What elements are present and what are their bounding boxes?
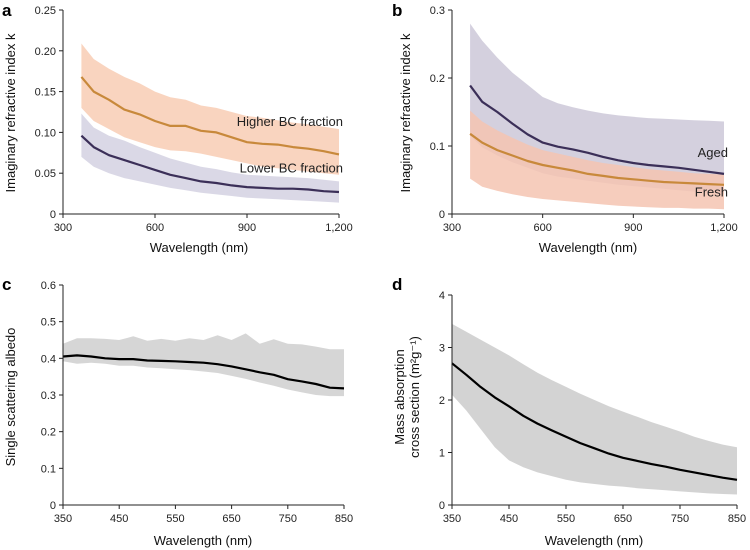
panel-a-x-tick-label: 600: [146, 222, 164, 234]
panel-d-y-tick-label: 3: [439, 343, 445, 355]
panel-c-y-tick-label: 0: [50, 500, 56, 512]
panel-d-plot: 350 450 550 650 750 850 0 1 2 3 4: [439, 290, 746, 525]
panel-c-y-tick-label: 0.5: [41, 317, 56, 329]
panel-b-x-tick-label: 300: [443, 222, 461, 234]
panel-c-y-tick-label: 0.4: [41, 353, 56, 365]
panel-a-y-tick-label: 0.05: [35, 168, 56, 180]
panel-b-y-tick-label: 0.1: [430, 141, 445, 153]
panel-a-x-tick-label: 900: [238, 222, 256, 234]
panel-b-x-axis-label: Wavelength (nm): [539, 240, 638, 255]
panel-a-y-tick-label: 0: [50, 209, 56, 221]
panel-a-series-label: Higher BC fraction: [237, 114, 343, 129]
panel-d-x-tick-label: 650: [614, 513, 632, 525]
panel-a-x-axis-label: Wavelength (nm): [150, 240, 249, 255]
panel-b-series-label: Aged: [698, 145, 728, 160]
panel-a-series-label: Lower BC fraction: [240, 160, 343, 175]
panel-a-y-tick-label: 0.20: [35, 46, 56, 58]
panel-letter-b: b: [392, 1, 402, 20]
panel-d-y-tick-label: 0: [439, 500, 445, 512]
panel-d-x-tick-label: 550: [557, 513, 575, 525]
panel-c-x-tick-label: 550: [166, 513, 184, 525]
panel-a-y-tick-label: 0.10: [35, 127, 56, 139]
panel-b-x-tick-label: 900: [624, 222, 642, 234]
panel-b-y-tick-label: 0.2: [430, 73, 445, 85]
panel-c-plot: 350 450 550 650 750 850 0 0.1 0.2 0.3 0.4 0.5 0.6: [41, 280, 353, 525]
panel-d-x-tick-label: 750: [671, 513, 689, 525]
panel-b-series-1-line: [469, 84, 725, 175]
panel-d-series-1-line: [451, 362, 738, 481]
panel-c-y-tick-label: 0.2: [41, 427, 56, 439]
panel-a-y-tick-label: 0.15: [35, 87, 56, 99]
panel-a-series-2-uncertainty-band: [81, 113, 340, 203]
panel-d-x-tick-label: 850: [728, 513, 746, 525]
panel-d-series-1-uncertainty-band: [452, 323, 737, 495]
panel-b-x-tick-label: 600: [533, 222, 551, 234]
panel-c-x-tick-label: 450: [110, 513, 128, 525]
panel-d-y-tick-label: 1: [439, 448, 445, 460]
panel-a-series-2-line: [80, 134, 340, 194]
panel-d-y-tick-label: 4: [439, 290, 445, 302]
panel-d-x-axis-label: Wavelength (nm): [545, 533, 644, 548]
panel-a-series-1-uncertainty-band: [81, 43, 340, 175]
panel-d-x-tick-label: 450: [500, 513, 518, 525]
panel-a-x-tick-label: 1,200: [325, 222, 353, 234]
panel-a: a 300 600 900 1,200 0 0.05 0.10 0.15 0.20 0.25 Hig…: [2, 1, 353, 255]
panel-c-series-1-line: [62, 354, 345, 390]
panel-b-y-tick-label: 0.3: [430, 5, 445, 17]
panel-d-x-tick-label: 350: [443, 513, 461, 525]
panel-c-x-tick-label: 350: [54, 513, 72, 525]
panel-b-series-2-line: [469, 132, 725, 186]
panel-c-x-tick-label: 850: [335, 513, 353, 525]
panel-a-y-tick-label: 0.25: [35, 5, 56, 17]
panel-c-series-1-uncertainty-band: [63, 333, 344, 397]
panel-letter-d: d: [392, 275, 402, 294]
panel-a-y-axis-label: Imaginary refractive index k: [3, 33, 18, 192]
panel-c-x-axis-label: Wavelength (nm): [154, 533, 253, 548]
panel-b-series-2-uncertainty-band: [470, 110, 724, 210]
panel-c: c 350 450 550 650 750 85000.10.20.30.40.50.6 …: [2, 275, 353, 548]
panel-c-y-tick-label: 0.3: [41, 390, 56, 402]
panel-b-series-label: Fresh: [695, 184, 728, 199]
panel-a-series-1-line: [80, 76, 340, 156]
panel-a-plot: 300 600 900 1,200 0 0.05 0.10 0.15 0.20 0.25 Highe…: [35, 5, 353, 234]
panel-c-y-tick-label: 0.6: [41, 280, 56, 292]
panel-c-x-tick-label: 650: [222, 513, 240, 525]
panel-c-y-axis-label: Single scattering albedo: [3, 328, 18, 467]
panel-d-y-tick-label: 2: [439, 395, 445, 407]
panel-c-x-tick-label: 750: [279, 513, 297, 525]
panel-b-x-tick-label: 1,200: [710, 222, 738, 234]
panel-b: b 300 600 900 1,200 0 0.1 0.2 0.3 Aged Fresh Wave…: [392, 1, 738, 255]
panel-d-y-axis-label-line-1: Mass absorption: [392, 349, 407, 444]
panel-letter-a: a: [2, 1, 12, 20]
panel-b-y-tick-label: 0: [439, 209, 445, 221]
panel-c-y-tick-label: 0.1: [41, 463, 56, 475]
panel-a-x-tick-label: 300: [54, 222, 72, 234]
panel-b-plot: 300 600 900 1,200 0 0.1 0.2 0.3 Aged Fresh: [430, 5, 738, 234]
panel-d: d 350 450 550 650 750 850 0 1 2 3 4 Wavelength (nm…: [392, 275, 746, 548]
panel-letter-c: c: [2, 275, 11, 294]
panel-d-y-axis-label-line-2: cross section (m²g⁻¹): [407, 336, 422, 458]
panel-b-y-axis-label: Imaginary refractive index k: [398, 33, 413, 192]
